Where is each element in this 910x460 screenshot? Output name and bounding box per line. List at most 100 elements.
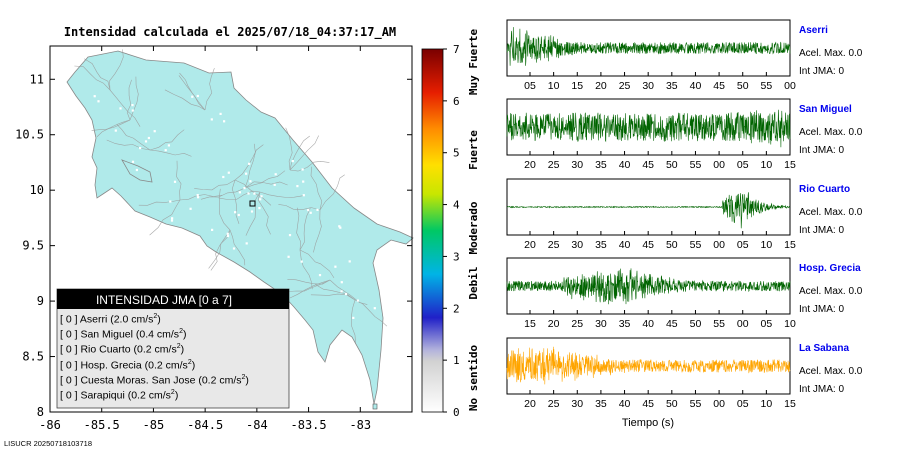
waveform-tick-label: 40: [619, 159, 631, 171]
town-dot: [169, 200, 172, 203]
town-dot: [139, 147, 142, 150]
town-dot: [274, 173, 277, 176]
town-dot: [352, 316, 355, 319]
waveform-tick-label: 35: [619, 318, 631, 330]
road-segment: [285, 127, 293, 171]
town-dot: [238, 191, 241, 194]
intensity-colorbar: 0 1 2 3 4 5 6 7 No sentido Debil Moderado Fuerte Mu…: [421, 29, 480, 419]
waveform-tick-label: 55: [690, 159, 702, 171]
legend-row-unit-exponent: 2: [170, 389, 175, 396]
legend-row-station: Aserri (2.0 cm/s: [79, 313, 154, 326]
town-dot: [189, 207, 192, 210]
town-dot: [273, 183, 276, 186]
colorbar-category-label: Muy Fuerte: [467, 29, 480, 96]
station-jma-intensity: Int JMA: 0: [799, 384, 844, 395]
waveform-tick-label: 35: [595, 239, 607, 251]
waveform-tick-label: 30: [642, 80, 654, 92]
waveform-tick-label: 00: [713, 398, 725, 410]
town-dot: [340, 281, 343, 284]
road-segment: [299, 208, 311, 251]
waveform-tick-label: 45: [713, 80, 725, 92]
waveform-tick-label: 10: [761, 239, 773, 251]
station-jma-intensity: Int JMA: 0: [799, 66, 844, 77]
town-dot: [197, 196, 200, 199]
town-dot: [119, 107, 122, 110]
waveform-tick-label: 25: [571, 318, 583, 330]
station-max-accel: Acel. Max. 0.0: [799, 48, 863, 59]
road-segment: [289, 279, 331, 299]
station-jma-intensity: Int JMA: 0: [799, 145, 844, 156]
road-segment: [194, 179, 236, 191]
lon-tick-label: -83: [349, 418, 371, 432]
colorbar-category-label: Fuerte: [467, 130, 480, 170]
waveform-tick-label: 15: [571, 80, 583, 92]
legend-row-close: ): [191, 359, 196, 372]
legend-row-station: Hosp. Grecia (0.2 cm/s: [80, 359, 188, 372]
station-max-accel: Acel. Max. 0.0: [799, 286, 863, 297]
road-segment: [314, 283, 356, 301]
town-dot: [300, 260, 303, 263]
waveform-tick-label: 20: [524, 239, 536, 251]
waveform-tick-label: 50: [690, 318, 702, 330]
lon-tick-label: -84: [246, 418, 268, 432]
waveform-tick-label: 35: [595, 398, 607, 410]
town-dot: [164, 149, 167, 152]
road-segment: [310, 293, 356, 301]
colorbar-tick-label: 1: [453, 354, 460, 367]
road-segment: [164, 89, 206, 111]
road-segment: [329, 279, 368, 305]
town-dot: [167, 144, 170, 147]
costa-rica-land: [66, 49, 414, 410]
waveform-tick-label: 40: [690, 80, 702, 92]
waveform-tick-label: 45: [642, 398, 654, 410]
town-markers: [93, 94, 376, 319]
road-segment: [244, 143, 256, 189]
legend-row-intensity: [ 0 ]: [60, 359, 78, 372]
road-segment: [149, 199, 181, 236]
lat-tick-label: 9: [37, 294, 44, 308]
station-name: Hosp. Grecia: [799, 263, 861, 274]
station-max-accel: Acel. Max. 0.0: [799, 366, 863, 377]
town-dot: [287, 255, 290, 258]
town-dot: [144, 140, 148, 143]
waveform-tick-label: 20: [595, 80, 607, 92]
legend-row: [ 0 ] Sarapiqui (0.2 cm/s2): [60, 389, 178, 402]
road-segment: [299, 249, 335, 279]
town-dot: [227, 171, 230, 174]
legend-row-close: ): [182, 328, 187, 341]
waveform-tick-label: 15: [784, 398, 796, 410]
town-dot: [248, 162, 251, 165]
road-segment: [109, 49, 124, 91]
road-segment: [287, 279, 331, 292]
road-segment: [289, 135, 319, 171]
road-segment: [149, 129, 185, 151]
legend-row-station: Sarapiqui (0.2 cm/s: [80, 389, 171, 402]
waveform-tick-label: 55: [713, 318, 725, 330]
legend-row-intensity: [ 0 ]: [60, 313, 78, 326]
station-jma-intensity: Int JMA: 0: [799, 304, 844, 315]
waveform-panel: 20 25 30 35 40 45 50 55 00 05 10 15 La Sabana Acel. M…: [506, 337, 863, 410]
town-dot: [260, 195, 263, 198]
waveform-trace: [506, 268, 791, 305]
town-dot: [237, 213, 240, 217]
station-max-accel: Acel. Max. 0.0: [799, 207, 863, 218]
town-dot: [258, 207, 261, 210]
road-segment: [200, 187, 246, 200]
waveform-tick-label: 20: [548, 318, 560, 330]
road-segment: [204, 67, 215, 111]
waveform-tick-label: 10: [548, 80, 560, 92]
station-name: La Sabana: [799, 343, 849, 354]
station-name: Aserri: [799, 25, 828, 36]
legend-row-close: ): [157, 313, 161, 326]
town-dot: [147, 136, 150, 140]
road-network: [74, 49, 388, 344]
colorbar-tick-label: 0: [453, 406, 460, 419]
town-dot: [171, 217, 174, 220]
waveform-trace: [506, 109, 791, 148]
road-segment: [229, 229, 246, 266]
lat-tick-label: 10: [30, 183, 44, 197]
footer-id: LISUCR 20250718103718: [4, 439, 92, 448]
legend-title: INTENSIDAD JMA [0 a 7]: [96, 293, 232, 307]
land-shape: [66, 50, 414, 405]
town-dot: [356, 299, 359, 302]
